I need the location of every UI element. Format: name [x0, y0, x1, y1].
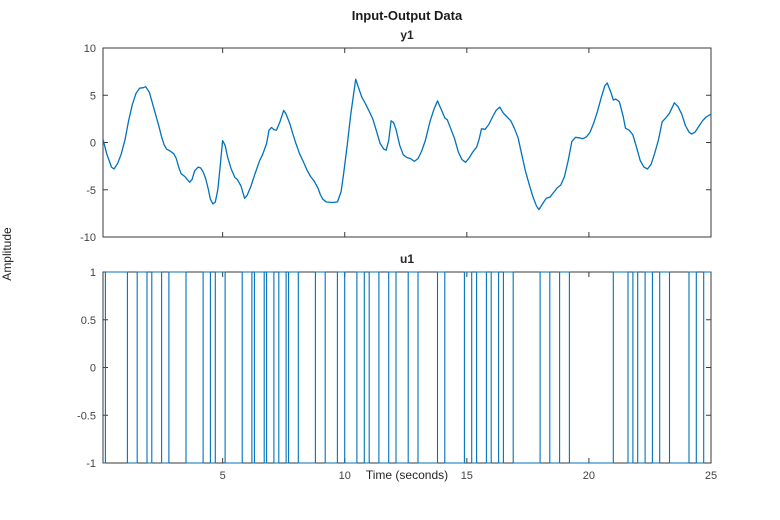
x-axis-label: Time (seconds) [365, 468, 449, 482]
u1-axes-box [102, 271, 712, 464]
y1-ytick-label: -10 [80, 232, 96, 244]
figure-title: Input-Output Data [351, 8, 463, 23]
xtick-label: 25 [705, 470, 717, 482]
u1-ytick-label: 0.5 [81, 315, 96, 327]
subplot-title-y1: y1 [400, 28, 414, 42]
y1-signal-line [102, 78, 712, 211]
xtick-label: 5 [220, 470, 226, 482]
subplot-title-u1: u1 [399, 252, 414, 266]
y1-ytick-label: 10 [84, 43, 96, 55]
u1-ytick-label: 1 [90, 267, 96, 279]
u1-ytick-label: 0 [90, 363, 96, 375]
u1-ytick-label: -1 [86, 458, 96, 470]
y1-ytick-label: -5 [86, 185, 96, 197]
xtick-label: 20 [583, 470, 595, 482]
y1-ytick-label: 0 [90, 138, 96, 150]
u1-signal-line [103, 271, 711, 464]
u1-ytick-label: -0.5 [77, 410, 96, 422]
y1-ytick-label: 5 [90, 90, 96, 102]
xtick-label: 10 [339, 470, 351, 482]
y1-axes-box [102, 47, 712, 238]
xtick-label: 15 [461, 470, 473, 482]
